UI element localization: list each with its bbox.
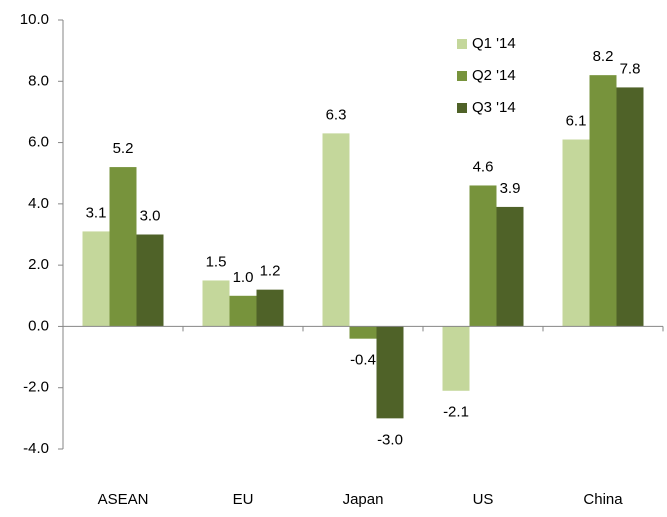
value-label: 6.1 [566, 112, 587, 129]
value-label: 3.1 [86, 204, 107, 221]
value-label: 8.2 [593, 48, 614, 65]
y-tick-label: 10.0 [20, 11, 49, 28]
x-tick-label: Japan [343, 491, 384, 508]
legend-label: Q3 '14 [472, 99, 516, 116]
x-tick-label: China [583, 491, 623, 508]
value-label: 5.2 [113, 140, 134, 157]
value-label: -2.1 [443, 404, 469, 421]
value-label: 1.2 [260, 263, 281, 280]
bar [469, 185, 497, 327]
bar [349, 326, 377, 339]
bar [229, 295, 257, 327]
y-tick-label: 8.0 [28, 72, 49, 89]
bar [109, 167, 137, 327]
bar [136, 234, 164, 327]
legend-swatch [457, 71, 467, 81]
y-tick-label: 2.0 [28, 256, 49, 273]
legend-label: Q2 '14 [472, 67, 516, 84]
y-tick-label: -4.0 [23, 440, 49, 457]
bar [496, 206, 524, 327]
value-label: 1.0 [233, 269, 254, 286]
value-label: 4.6 [473, 158, 494, 175]
bar [442, 326, 470, 391]
legend-swatch [457, 103, 467, 113]
value-label: 6.3 [326, 106, 347, 123]
bar [589, 75, 617, 327]
value-label: -3.0 [377, 431, 403, 448]
value-label: 7.8 [620, 60, 641, 77]
bar [82, 231, 110, 327]
x-tick-label: ASEAN [98, 491, 149, 508]
y-tick-label: -2.0 [23, 379, 49, 396]
bar [322, 133, 350, 327]
value-label: 3.9 [500, 180, 521, 197]
value-label: -0.4 [350, 352, 376, 369]
bar [202, 280, 230, 327]
y-tick-label: 6.0 [28, 134, 49, 151]
legend-swatch [457, 39, 467, 49]
x-tick-label: EU [233, 491, 254, 508]
bar [376, 326, 404, 419]
x-tick-label: US [473, 491, 494, 508]
value-label: 1.5 [206, 253, 227, 270]
bar [562, 139, 590, 327]
y-tick-label: 0.0 [28, 317, 49, 334]
legend-label: Q1 '14 [472, 35, 516, 52]
bar [616, 87, 644, 327]
bar [256, 289, 284, 327]
value-label: 3.0 [140, 207, 161, 224]
y-tick-label: 4.0 [28, 195, 49, 212]
